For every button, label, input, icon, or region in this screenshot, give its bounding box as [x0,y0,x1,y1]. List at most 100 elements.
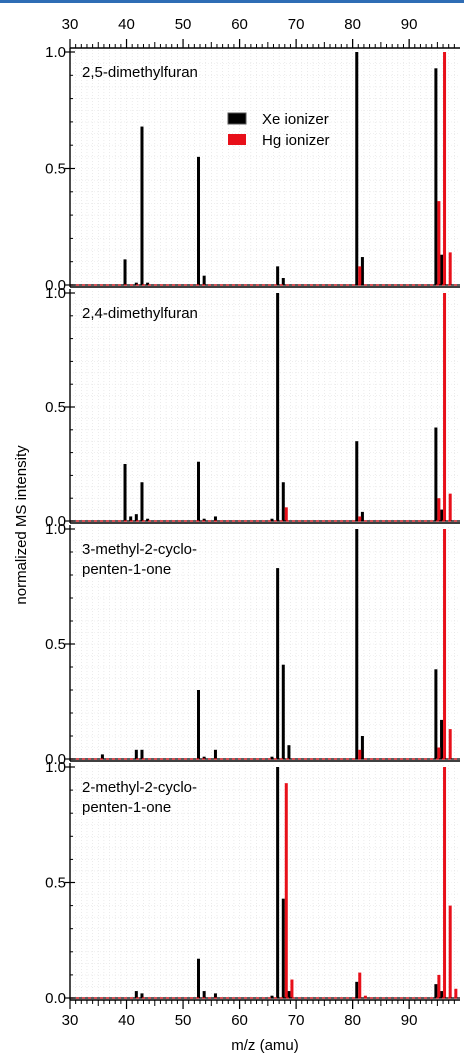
top-x-tick-label: 50 [175,16,192,33]
bar-xe [360,257,364,285]
bar-xe [434,669,438,759]
bar-xe [276,568,280,759]
bar-xe [213,516,217,521]
bar-hg [284,507,288,521]
x-axis-title: m/z (amu) [231,1037,299,1054]
top-x-tick-label: 90 [401,16,418,33]
y-tick-label: 0.5 [45,161,66,178]
bar-xe [202,756,206,759]
bottom-x-tick-label: 80 [344,1012,361,1029]
bar-hg [437,201,441,285]
bar-hg [358,749,362,759]
top-x-tick-label: 40 [118,16,135,33]
panel-label: 2,5-dimethylfuran [82,64,198,81]
panel-label: 3-methyl-2-cyclo- [82,541,197,558]
bar-hg [443,529,447,759]
bar-xe [270,518,274,521]
bar-xe [146,518,150,521]
panel-label: 2-methyl-2-cyclo- [82,779,197,796]
bar-xe [129,516,133,521]
bar-xe [134,749,138,759]
bar-xe [287,991,291,998]
bar-xe [440,719,444,759]
bar-hg [358,516,362,521]
top-x-tick-label: 80 [344,16,361,33]
top-x-tick-label: 70 [288,16,305,33]
y-tick-label: 0.5 [45,399,66,416]
bottom-x-tick-label: 50 [175,1012,192,1029]
bar-xe [287,745,291,759]
bar-xe [213,749,217,759]
bar-hg [448,905,452,998]
bar-xe [140,993,144,998]
bar-xe [134,282,138,285]
legend-label: Hg ionizer [262,132,330,149]
bar-xe [355,52,359,285]
bar-xe [140,126,144,285]
bar-hg [448,729,452,759]
y-tick-label: 0.0 [45,990,66,1007]
bar-xe [197,461,200,521]
bar-xe [276,293,280,521]
bar-xe [202,275,206,285]
bar-xe [355,981,359,998]
bar-hg [363,995,367,998]
y-tick-label: 0.0 [45,277,66,294]
bar-xe [281,664,285,759]
bar-xe [197,690,200,759]
bar-xe [134,991,138,998]
bar-xe [197,156,200,285]
y-tick-label: 0.0 [45,513,66,530]
bar-hg [454,988,458,998]
bar-xe [281,898,285,998]
bar-xe [360,511,364,521]
top-border-line [0,0,464,3]
y-tick-label: 0.5 [45,636,66,653]
bar-xe [123,464,127,521]
panel-label: penten-1-one [82,799,171,816]
bar-xe [270,756,274,759]
y-axis-title: normalized MS intensity [13,445,30,605]
bar-xe [123,259,127,285]
bar-xe [281,482,285,521]
bar-xe [434,427,438,521]
bar-xe [100,754,104,759]
bar-xe [197,958,200,998]
bar-xe [270,995,274,998]
bar-xe [440,991,444,998]
bar-xe [276,266,280,285]
top-x-tick-label: 30 [62,16,79,33]
y-tick-label: 0.0 [45,751,66,768]
bar-hg [448,493,452,521]
y-tick-label: 0.5 [45,875,66,892]
bar-hg [448,252,452,285]
bottom-x-tick-label: 70 [288,1012,305,1029]
legend-swatch [228,134,246,145]
y-tick-label: 1.0 [45,759,66,776]
bar-hg [358,266,362,285]
bar-xe [355,441,359,521]
bar-hg [443,293,447,521]
y-tick-label: 1.0 [45,44,66,61]
bar-xe [134,514,138,521]
bar-hg [358,972,362,998]
legend-swatch [227,112,247,125]
bar-xe [213,993,217,998]
bar-xe [434,984,438,998]
bar-xe [202,518,206,521]
panel-label: penten-1-one [82,561,171,578]
bar-xe [140,749,144,759]
bar-xe [360,736,364,759]
bar-hg [443,767,447,998]
legend-label: Xe ionizer [262,111,329,128]
bar-xe [440,509,444,521]
bar-xe [140,482,144,521]
bottom-x-tick-label: 40 [118,1012,135,1029]
bar-xe [146,282,150,285]
bar-xe [276,767,280,998]
bottom-x-tick-label: 30 [62,1012,79,1029]
top-x-tick-label: 60 [231,16,248,33]
y-tick-label: 1.0 [45,521,66,538]
y-tick-label: 1.0 [45,285,66,302]
